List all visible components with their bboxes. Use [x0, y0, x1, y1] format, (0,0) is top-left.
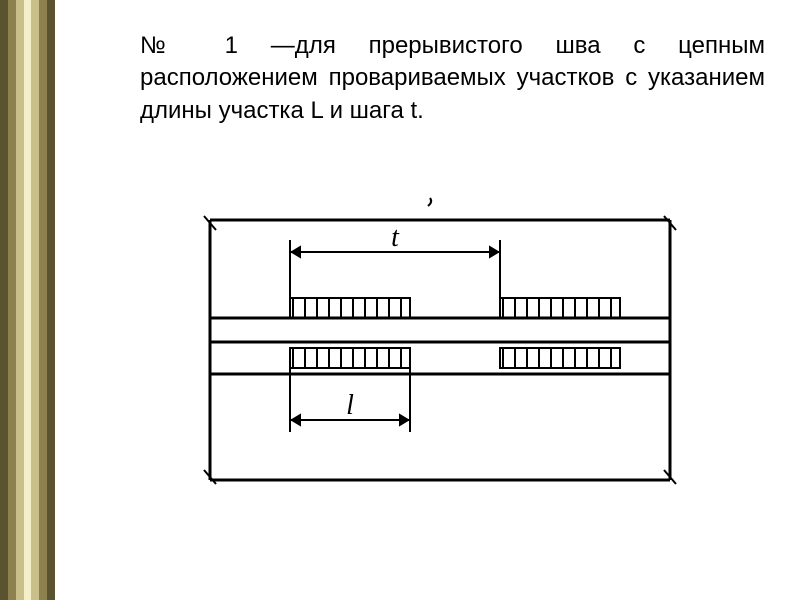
rail-stripe: [24, 0, 32, 600]
svg-text:l: l: [346, 390, 354, 421]
body-text: № 1 —для прерывистого шва с цепным распо…: [140, 30, 765, 127]
slide-page: № 1 —для прерывистого шва с цепным распо…: [0, 0, 800, 600]
rail-stripe: [0, 0, 8, 600]
rail-stripe: [39, 0, 47, 600]
rail-stripe: [31, 0, 39, 600]
svg-text:t: t: [391, 222, 400, 253]
decorative-rail: [0, 0, 55, 600]
weld-diagram: tl: [180, 180, 700, 520]
rail-stripe: [47, 0, 55, 600]
rail-stripe: [16, 0, 24, 600]
rail-stripe: [8, 0, 16, 600]
